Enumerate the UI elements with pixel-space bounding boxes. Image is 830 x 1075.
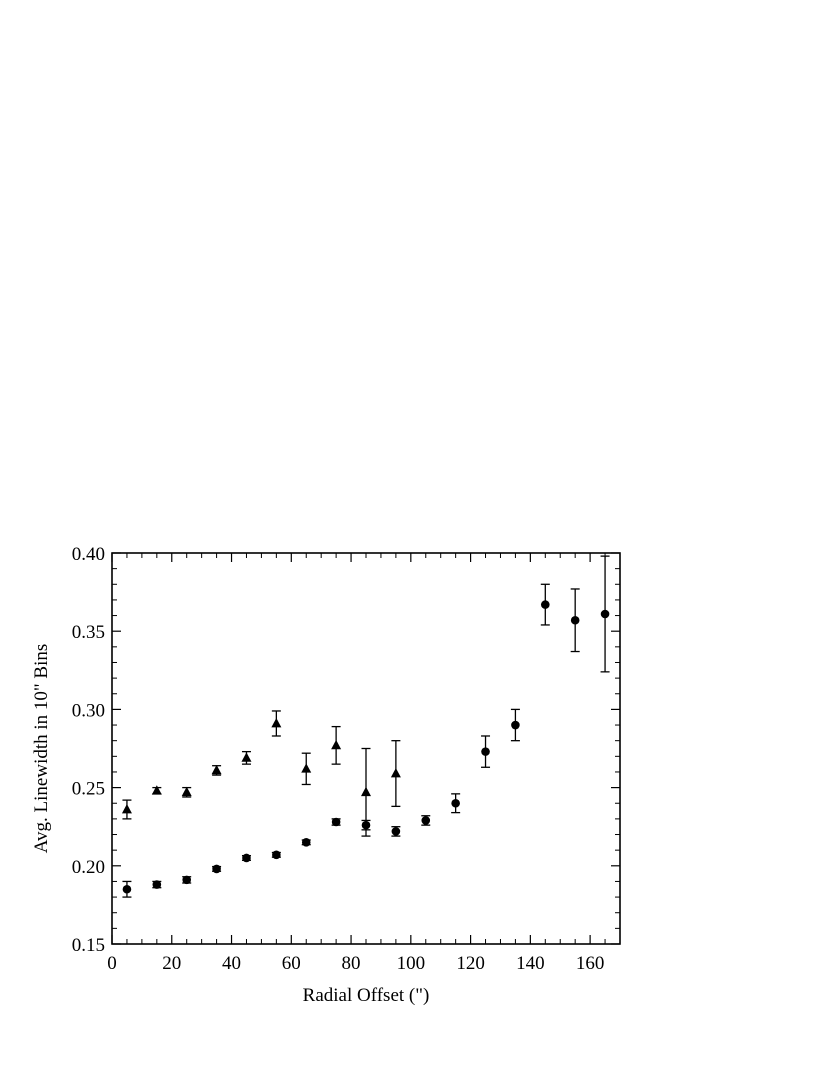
x-tick-label: 0: [107, 953, 117, 974]
circle-point: [242, 853, 251, 863]
triangle-point: [121, 803, 132, 814]
y-tick-label: 0.35: [72, 622, 105, 643]
triangle-point: [181, 786, 192, 797]
triangle-point: [390, 768, 401, 778]
triangle-point: [211, 764, 222, 775]
x-tick-label: 20: [162, 953, 181, 974]
y-tick-label: 0.30: [72, 700, 105, 721]
circle-point: [451, 798, 460, 808]
x-tick-label: 80: [342, 953, 361, 974]
triangle-point: [151, 785, 162, 795]
circle-point: [421, 816, 431, 825]
circle-point: [540, 600, 550, 609]
ticks-layer: [111, 552, 620, 945]
circle-point: [511, 720, 520, 730]
circle-point: [331, 817, 341, 827]
triangle-point: [301, 763, 312, 773]
y-tick-label: 0.20: [72, 857, 105, 878]
triangle-point: [361, 786, 371, 797]
triangle-point: [271, 717, 282, 728]
circle-point: [272, 850, 281, 860]
x-tick-label: 160: [576, 953, 605, 974]
triangle-point: [241, 752, 252, 762]
circle-point: [301, 838, 311, 847]
triangle-point: [331, 739, 342, 750]
x-tick-label: 120: [456, 953, 485, 974]
circle-point: [152, 880, 162, 889]
x-tick-label: 140: [516, 953, 545, 974]
circle-point: [481, 747, 490, 756]
plot-frame: [111, 552, 621, 945]
y-tick-label: 0.25: [72, 779, 105, 800]
x-tick-label: 100: [397, 953, 426, 974]
x-axis-label: Radial Offset ("): [303, 985, 430, 1006]
circle-point: [570, 615, 580, 625]
circle-point: [391, 827, 401, 836]
circle-point: [182, 875, 192, 885]
marks-layer: [121, 555, 610, 898]
y-tick-label: 0.40: [72, 544, 105, 565]
x-tick-label: 60: [282, 953, 301, 974]
x-tick-label: 40: [222, 953, 241, 974]
circle-point: [600, 609, 610, 619]
y-axis-label: Avg. Linewidth in 10" Bins: [31, 644, 52, 854]
circle-point: [212, 864, 221, 874]
y-tick-label: 0.15: [72, 935, 105, 956]
labels-layer: 0 20 40 60 80 100 120 140 160 0.15 0.20 0.25 0.30 0.3…: [72, 544, 605, 974]
circle-point: [122, 884, 132, 894]
